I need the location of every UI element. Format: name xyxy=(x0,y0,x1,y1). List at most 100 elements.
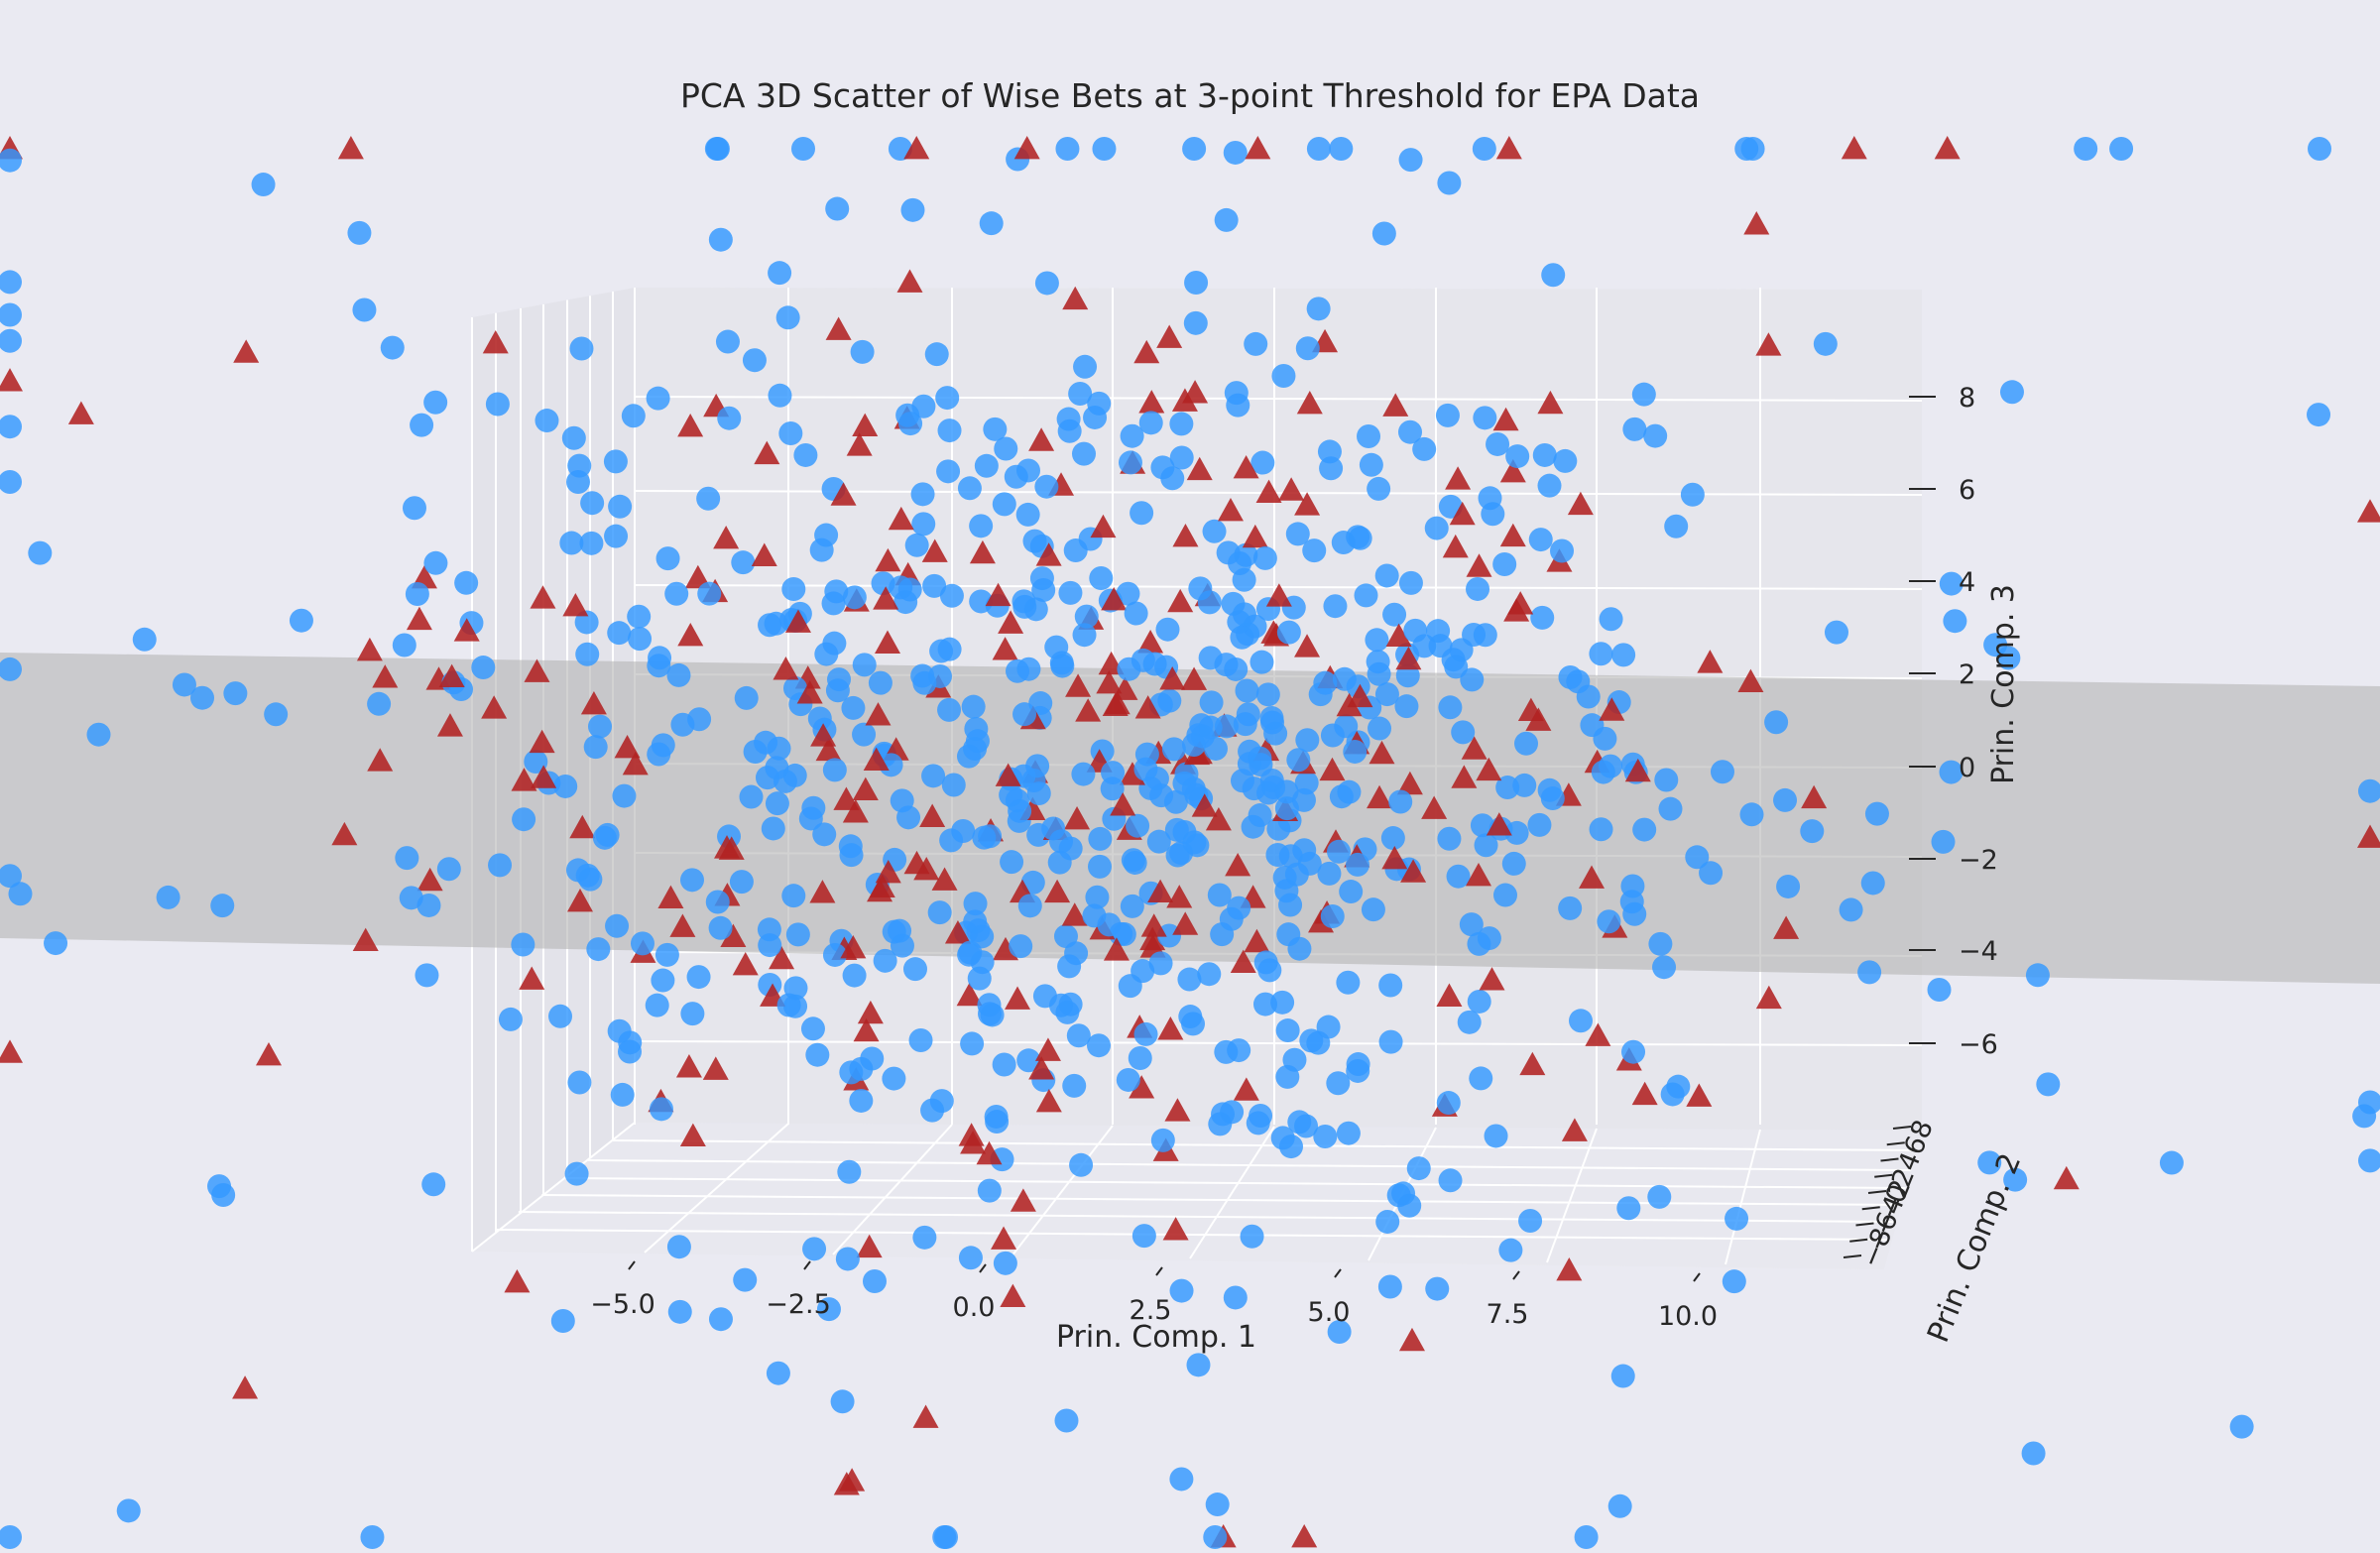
circle-point xyxy=(822,942,847,967)
circle-point xyxy=(223,681,248,706)
circle-point xyxy=(488,853,513,878)
triangle-point xyxy=(1755,985,1782,1010)
circle-point xyxy=(1004,464,1028,489)
triangle-point xyxy=(1065,673,1092,697)
circle-point xyxy=(1282,1047,1307,1072)
circle-point xyxy=(862,1269,887,1294)
triangle-point xyxy=(406,606,432,631)
circle-point xyxy=(824,579,849,604)
circle-point xyxy=(739,784,764,809)
circle-point xyxy=(1005,788,1029,813)
circle-point xyxy=(1550,538,1575,563)
circle-point xyxy=(575,642,600,666)
circle-point xyxy=(1291,787,1316,812)
triangle-point xyxy=(1242,524,1268,548)
circle-point xyxy=(0,302,22,327)
triangle-point xyxy=(865,702,892,726)
circle-point xyxy=(586,937,611,962)
circle-point xyxy=(1235,678,1259,703)
circle-point xyxy=(1654,768,1679,792)
circle-point xyxy=(648,646,672,670)
circle-point xyxy=(1306,1030,1331,1055)
triangle-point xyxy=(1492,407,1519,431)
circle-point xyxy=(791,137,816,161)
z-tick-label: 2 xyxy=(1959,659,1975,690)
circle-point xyxy=(1246,1111,1270,1135)
triangle-point xyxy=(1347,683,1373,708)
circle-point xyxy=(839,1060,864,1085)
circle-point xyxy=(1343,739,1368,764)
circle-point xyxy=(1056,407,1081,431)
circle-point xyxy=(1591,760,1615,784)
circle-point xyxy=(1252,545,1277,570)
triangle-point xyxy=(1385,623,1412,648)
triangle-point xyxy=(969,539,996,564)
circle-point xyxy=(666,662,691,687)
triangle-point xyxy=(1499,523,1526,547)
circle-point xyxy=(1320,723,1345,748)
triangle-point xyxy=(1157,1016,1184,1040)
circle-point xyxy=(524,749,548,774)
circle-point xyxy=(1022,529,1047,553)
circle-point xyxy=(958,940,983,965)
circle-point xyxy=(1234,542,1258,567)
circle-point xyxy=(1699,861,1724,886)
triangle-point xyxy=(863,747,890,772)
circle-point xyxy=(1337,779,1362,804)
circle-point xyxy=(1722,1269,1746,1294)
circle-point xyxy=(1999,380,2024,405)
circle-point xyxy=(1664,514,1689,538)
triangle-point xyxy=(622,751,649,776)
triangle-point xyxy=(569,814,596,839)
triangle-point xyxy=(1181,666,1208,690)
circle-point xyxy=(781,576,806,601)
triangle-point xyxy=(1755,332,1782,356)
circle-point xyxy=(951,818,976,843)
x-tick-label: −2.5 xyxy=(766,1289,831,1320)
triangle-point xyxy=(519,966,545,990)
triangle-point xyxy=(0,1039,23,1063)
y-tick-mark xyxy=(1855,1222,1874,1227)
circle-point xyxy=(1123,850,1147,875)
circle-point xyxy=(957,476,982,501)
circle-point xyxy=(1361,897,1385,922)
circle-point xyxy=(1223,1285,1248,1310)
triangle-point xyxy=(2053,1165,2080,1190)
circle-point xyxy=(1085,885,1110,909)
triangle-point xyxy=(1486,812,1512,836)
circle-point xyxy=(1813,331,1838,356)
triangle-point xyxy=(1585,1022,1611,1046)
triangle-point xyxy=(1244,928,1270,953)
triangle-point xyxy=(1519,1051,1546,1076)
triangle-point xyxy=(438,663,465,688)
triangle-point xyxy=(825,316,852,340)
triangle-point xyxy=(856,1234,883,1258)
circle-point xyxy=(1169,1467,1194,1492)
circle-point xyxy=(696,486,721,511)
circle-point xyxy=(1589,642,1613,666)
triangle-point xyxy=(677,413,704,437)
circle-point xyxy=(579,531,604,555)
circle-point xyxy=(567,1070,592,1095)
triangle-point xyxy=(1217,497,1244,522)
circle-point xyxy=(1130,959,1155,984)
triangle-point xyxy=(1061,902,1088,926)
circle-point xyxy=(651,733,675,758)
triangle-point xyxy=(784,609,811,633)
circle-point xyxy=(1074,604,1099,629)
triangle-point xyxy=(1624,758,1651,782)
circle-point xyxy=(1436,1091,1461,1116)
circle-point xyxy=(1181,776,1206,801)
circle-point xyxy=(8,882,33,906)
circle-point xyxy=(1044,635,1069,659)
circle-point xyxy=(1860,871,1885,896)
x-tick-label: 10.0 xyxy=(1658,1301,1718,1332)
circle-point xyxy=(1087,391,1112,416)
triangle-point xyxy=(713,525,740,549)
circle-point xyxy=(210,894,235,918)
circle-point xyxy=(1326,1071,1351,1096)
circle-point xyxy=(1164,817,1189,842)
grid-line xyxy=(634,396,1923,402)
circle-point xyxy=(1202,519,1227,543)
